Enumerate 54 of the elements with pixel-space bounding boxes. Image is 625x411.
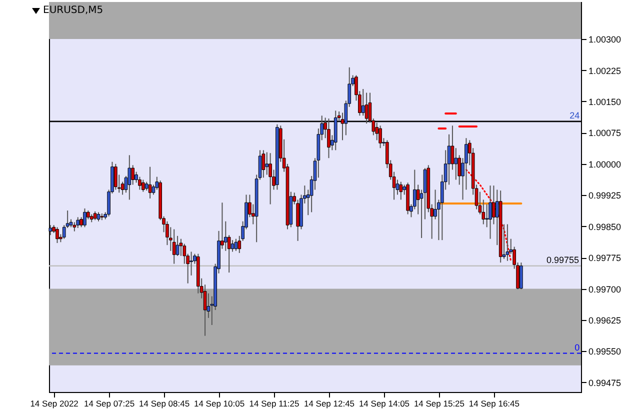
x-tick-label: 14 Sep 11:25 [249,398,300,408]
y-tick-label: 0.99775 [588,253,622,264]
candlestick [378,125,382,149]
candlestick [399,181,403,200]
candlestick [176,235,180,256]
x-tick-label: 14 Sep 12:45 [304,398,355,408]
x-tick-label: 14 Sep 2022 [30,398,79,408]
candlestick [138,176,142,190]
line-series [465,168,512,262]
candlestick [128,154,132,200]
chart-title: EURUSD,M5 [43,5,104,16]
x-tick-label: 14 Sep 15:25 [414,398,465,408]
candlestick [485,204,488,228]
x-tick-label: 14 Sep 16:45 [468,398,520,408]
y-tick-label: 0.99625 [588,315,622,326]
candlestick [234,238,238,252]
candlestick [96,212,100,222]
candlestick [488,185,492,240]
candlestick [268,152,272,205]
annotation: 0 [574,342,580,352]
y-tick-label: 0.99925 [588,190,622,201]
x-tick-label: 14 Sep 14:05 [358,398,410,408]
x-tick-label: 14 Sep 10:05 [194,398,245,408]
y-tick-label: 1.00225 [588,66,622,76]
candlestick [142,179,145,192]
candlestick [506,224,510,262]
y-tick-label: 0.99700 [588,284,622,294]
candlestick [131,164,135,186]
y-tick-label: 0.99850 [588,222,622,232]
y-tick-label: 1.00075 [588,128,622,138]
y-tick-label: 0.99475 [588,378,622,388]
candlestick [83,208,86,228]
x-tick-label: 14 Sep 07:25 [84,398,135,408]
candlestick [447,134,451,186]
candlestick [230,240,234,252]
candlestick [148,166,152,199]
candlestick [262,150,266,178]
ref-line-label: 0.99755 [546,254,579,265]
candlestick [265,152,269,176]
y-tick-label: 0.99550 [588,346,622,357]
annotation: 24 [570,110,580,120]
y-tick-label: 1.00300 [588,34,622,45]
candlestick [361,88,365,116]
candlestick [56,226,59,244]
candlestick [190,251,193,276]
x-tick-label: 14 Sep 08:45 [138,398,190,408]
candlestick [454,148,458,180]
candlestick [114,163,118,190]
candlestick [172,228,176,264]
candlestick [492,185,496,225]
candlestick [76,216,80,229]
y-tick-label: 1.00000 [588,159,622,170]
candlestick [520,262,523,290]
y-tick-label: 1.00150 [588,96,622,107]
